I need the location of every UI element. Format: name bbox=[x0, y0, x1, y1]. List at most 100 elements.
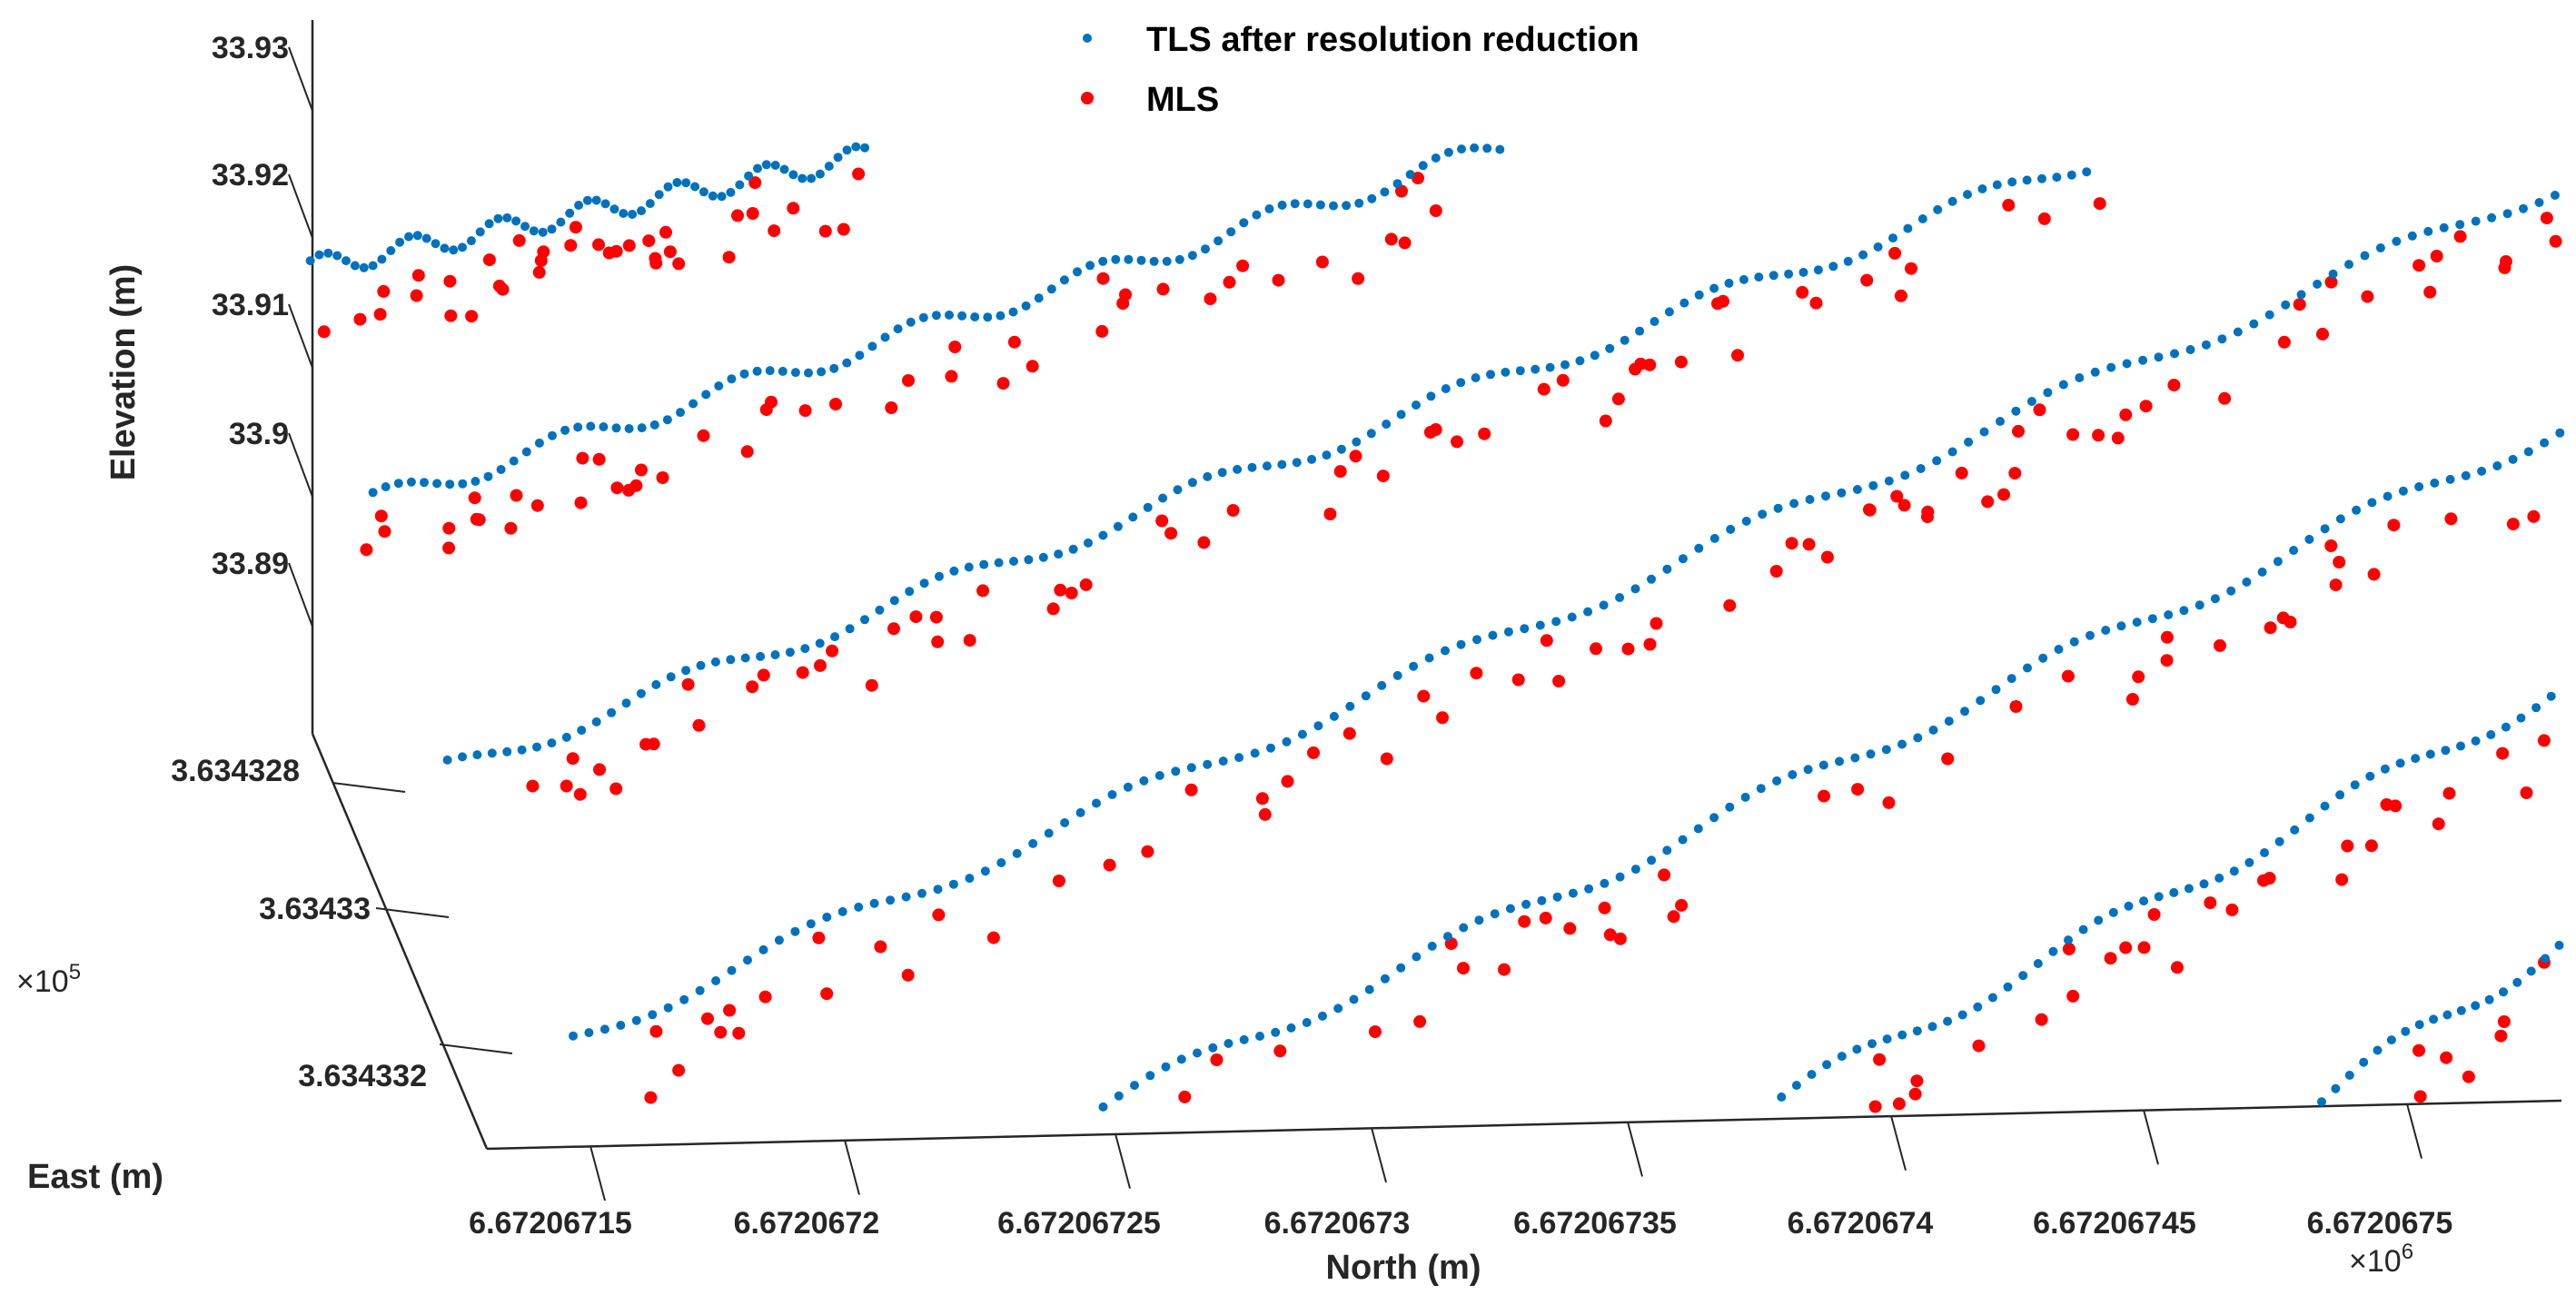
tls-point bbox=[2335, 514, 2345, 524]
tls-point bbox=[970, 312, 980, 321]
tls-point bbox=[1307, 454, 1317, 464]
y-tick-mark bbox=[375, 907, 450, 918]
tls-point bbox=[1008, 307, 1018, 317]
x-exponent-power: 6 bbox=[2402, 1240, 2413, 1264]
mls-point bbox=[874, 940, 887, 954]
tls-point bbox=[1472, 635, 1481, 645]
tls-point bbox=[867, 341, 877, 351]
mls-point bbox=[2498, 261, 2512, 274]
tls-point bbox=[889, 596, 899, 606]
tls-point bbox=[2508, 454, 2518, 464]
tls-point bbox=[1916, 464, 1926, 473]
tls-point bbox=[919, 578, 929, 588]
tls-point bbox=[1250, 748, 1260, 758]
tls-point bbox=[1694, 543, 1704, 553]
tls-point bbox=[2274, 836, 2284, 846]
tls-point bbox=[1107, 790, 1117, 799]
legend: TLS after resolution reduction MLS bbox=[1081, 21, 1640, 119]
tls-point bbox=[2502, 209, 2512, 219]
tls-point bbox=[1457, 144, 1466, 154]
tls-point bbox=[1635, 326, 1645, 336]
tls-point bbox=[869, 898, 879, 908]
mls-point bbox=[566, 752, 580, 766]
tls-point bbox=[2226, 586, 2236, 596]
mls-point bbox=[2171, 961, 2184, 974]
mls-point bbox=[1349, 450, 1362, 463]
mls-point bbox=[723, 1003, 737, 1017]
tls-point bbox=[2492, 461, 2502, 470]
mls-point bbox=[564, 239, 578, 252]
mls-point bbox=[2204, 896, 2217, 910]
tls-point bbox=[1932, 456, 1942, 466]
tls-point bbox=[1769, 271, 1778, 281]
tls-point bbox=[788, 170, 798, 180]
tls-point bbox=[2116, 621, 2126, 631]
mls-point bbox=[2494, 1029, 2508, 1043]
tls-point bbox=[1224, 1039, 1234, 1048]
tls-point bbox=[359, 262, 369, 272]
mls-point bbox=[1478, 427, 1491, 440]
tls-point bbox=[449, 245, 459, 255]
tls-point bbox=[1858, 250, 1868, 260]
tls-point bbox=[1537, 895, 1547, 905]
mls-point bbox=[1941, 752, 1955, 766]
tls-point bbox=[708, 191, 718, 201]
tls-point bbox=[2352, 505, 2362, 515]
tls-point bbox=[509, 456, 519, 466]
mls-point bbox=[1785, 537, 1798, 550]
y-axis-line bbox=[311, 733, 489, 1150]
tls-point bbox=[2290, 825, 2300, 835]
tls-point bbox=[1583, 607, 1593, 617]
mls-point bbox=[2092, 429, 2105, 442]
mls-point bbox=[758, 990, 772, 1003]
tls-point bbox=[1405, 170, 1415, 180]
tls-point bbox=[1754, 272, 1764, 282]
mls-point bbox=[837, 222, 850, 236]
mls-point bbox=[1921, 505, 1935, 519]
tls-point bbox=[2075, 373, 2085, 382]
tls-point bbox=[1266, 743, 1275, 753]
mls-point bbox=[2293, 298, 2306, 311]
tls-point bbox=[2023, 663, 2032, 673]
tls-point bbox=[2401, 1026, 2411, 1036]
tls-point bbox=[1758, 509, 1768, 519]
mls-point bbox=[443, 274, 457, 288]
tls-point bbox=[2043, 388, 2053, 398]
tls-point bbox=[743, 955, 752, 965]
tls-point bbox=[1551, 617, 1561, 627]
tls-point bbox=[2264, 310, 2274, 320]
mls-point bbox=[2214, 638, 2226, 652]
tls-point bbox=[538, 227, 548, 237]
tls-point bbox=[532, 742, 541, 752]
tls-point bbox=[517, 745, 527, 755]
mls-point bbox=[378, 525, 391, 539]
tls-point bbox=[1124, 254, 1134, 264]
tls-point bbox=[1741, 516, 1751, 526]
tls-point bbox=[1409, 661, 1419, 671]
x-tick-label: 6.67206735 bbox=[1513, 1206, 1677, 1241]
tls-point bbox=[2164, 610, 2174, 619]
mls-point bbox=[2442, 786, 2456, 800]
mls-point bbox=[746, 207, 759, 220]
tls-point bbox=[1590, 351, 1600, 361]
tls-point bbox=[1917, 214, 1927, 223]
mls-point bbox=[1451, 435, 1463, 449]
tls-point bbox=[2442, 1010, 2452, 1020]
tls-point bbox=[1176, 1054, 1186, 1064]
mls-point bbox=[796, 666, 809, 679]
x-tick-label: 6.67206745 bbox=[2033, 1206, 2196, 1241]
tls-point bbox=[698, 187, 708, 197]
mls-point bbox=[732, 1026, 746, 1040]
tls-point bbox=[1866, 749, 1876, 759]
mls-point bbox=[2537, 734, 2551, 747]
tls-point bbox=[717, 192, 727, 202]
tls-point bbox=[2477, 466, 2487, 476]
tls-point bbox=[860, 143, 870, 153]
tls-point bbox=[1128, 512, 1138, 522]
tls-point bbox=[2501, 722, 2511, 732]
mls-point bbox=[746, 680, 759, 694]
tls-point bbox=[1252, 210, 1262, 220]
mls-point bbox=[1281, 775, 1294, 788]
mls-point bbox=[644, 1091, 658, 1104]
tls-point bbox=[484, 219, 494, 229]
